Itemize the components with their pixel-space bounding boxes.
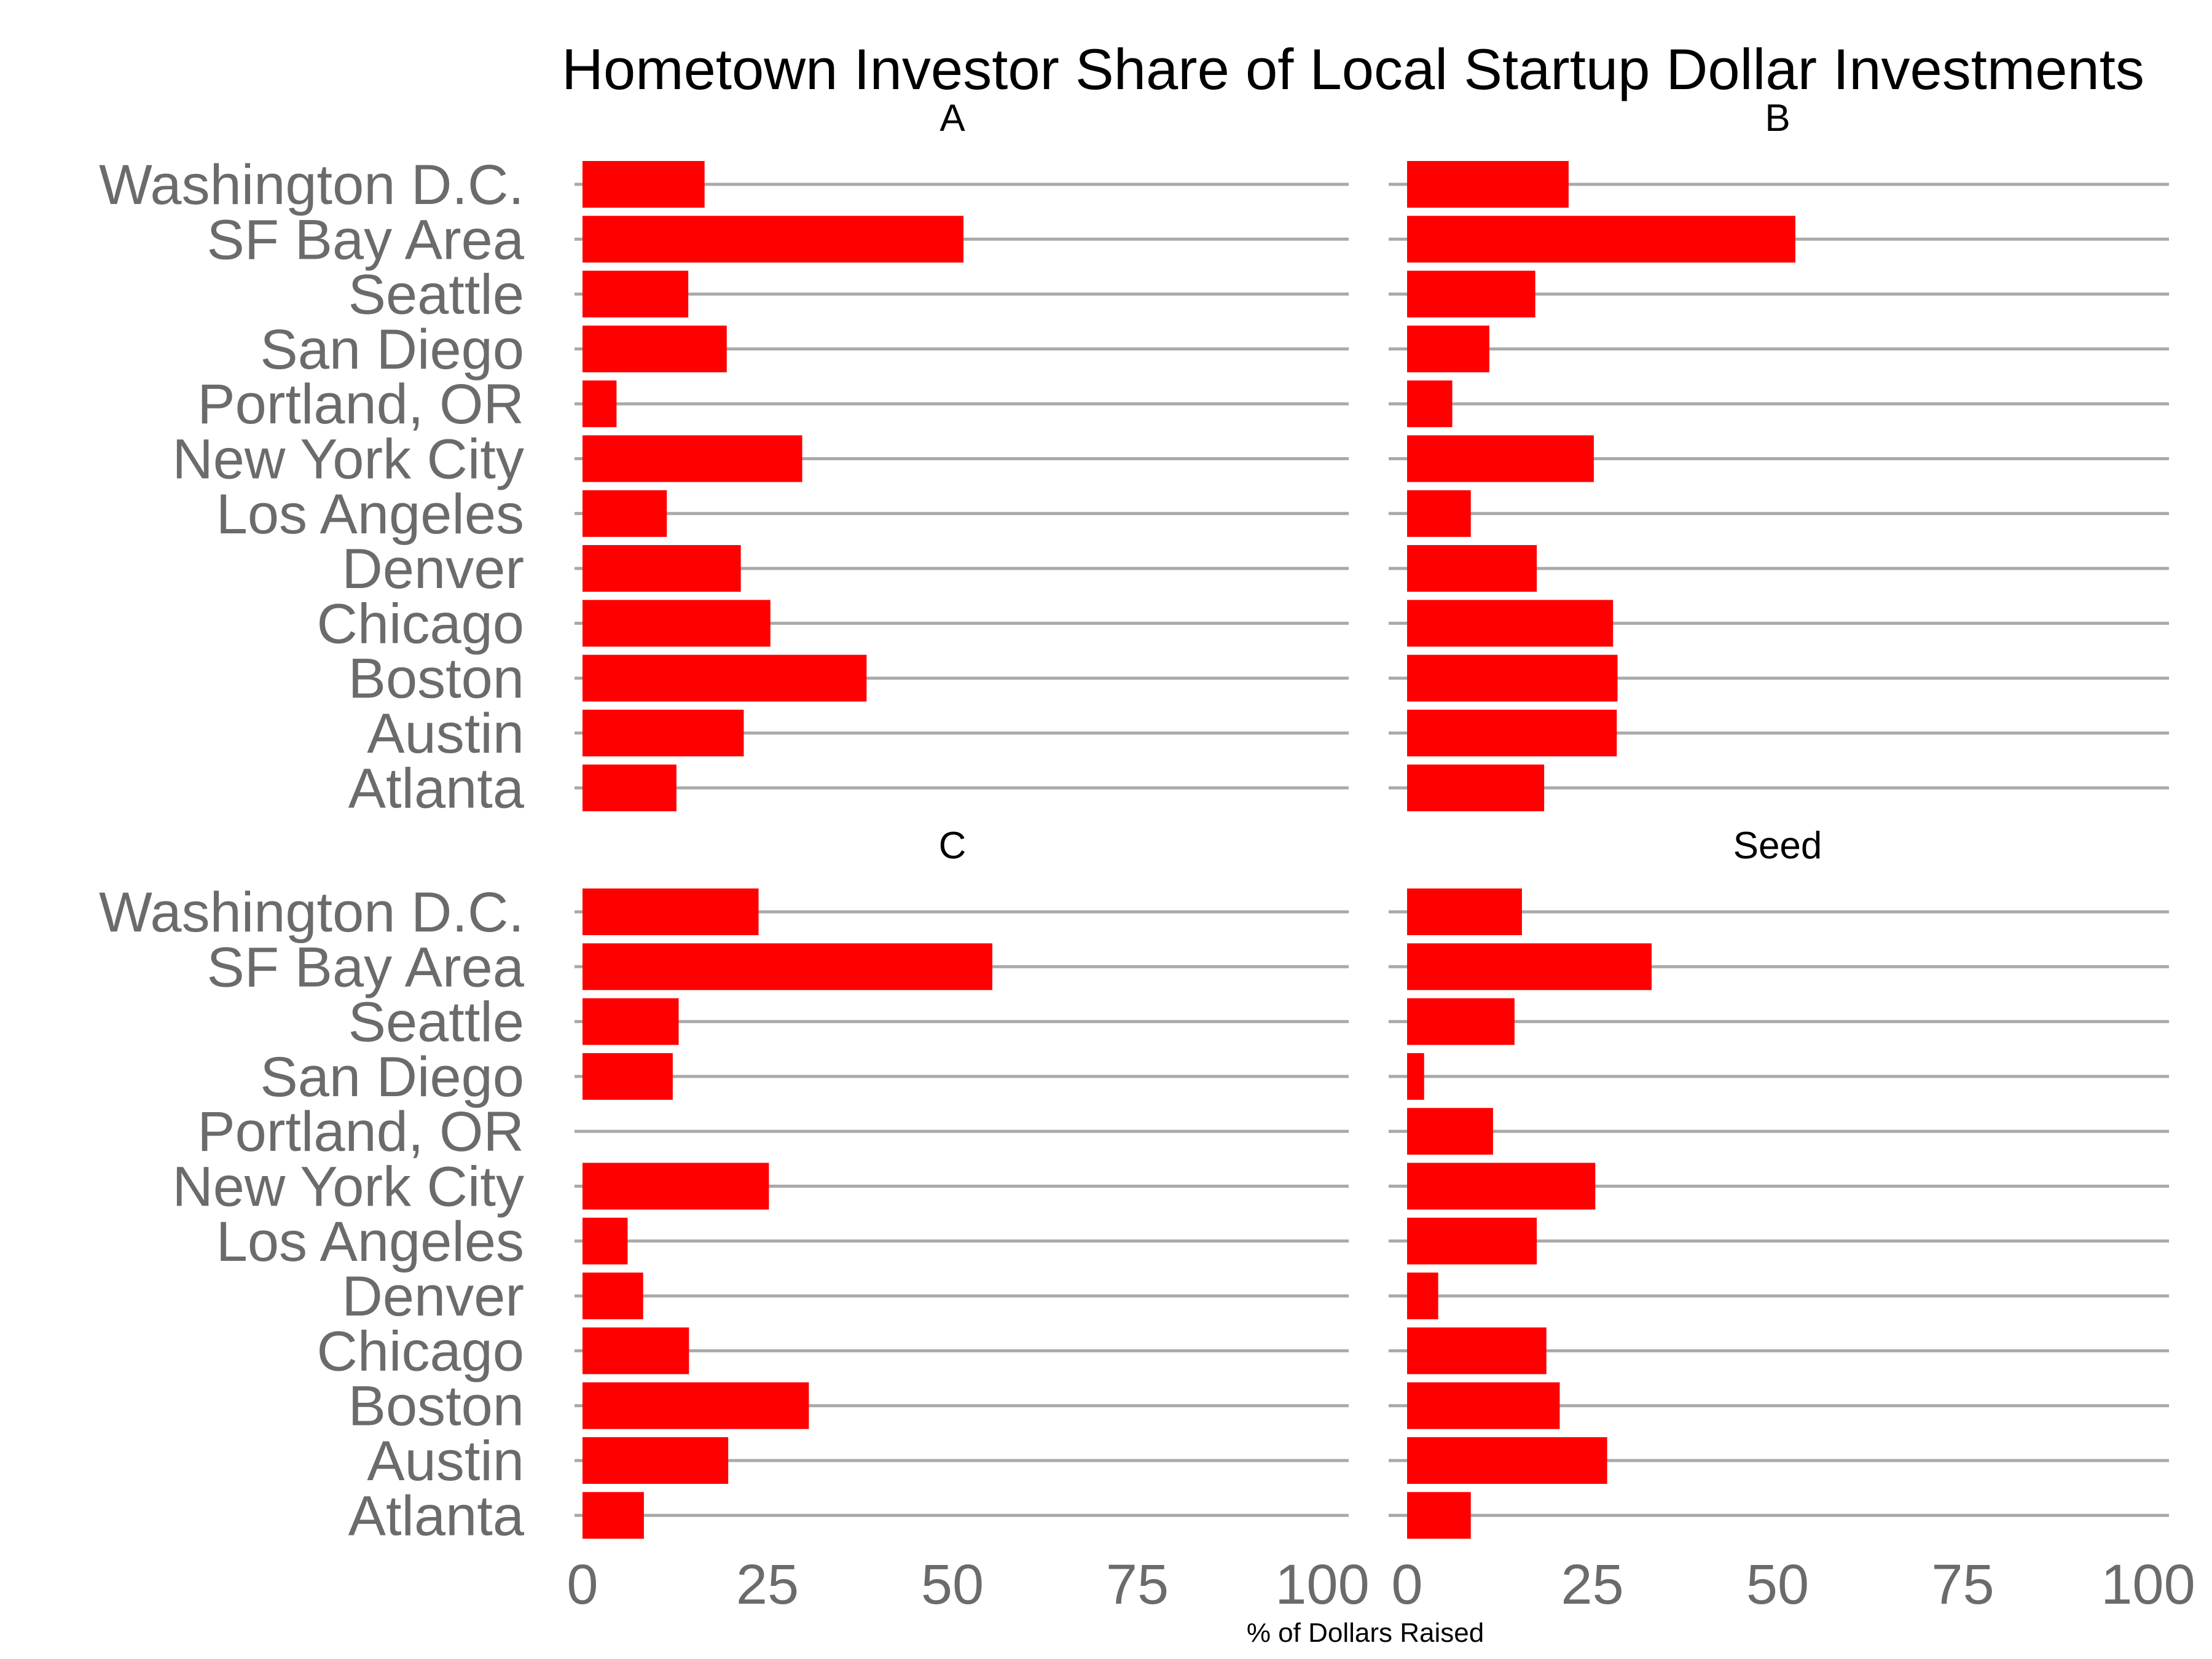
bar-c-new-york-city: [582, 1163, 769, 1210]
y-tick-label-a-denver: Denver: [342, 538, 524, 600]
bar-seed-austin: [1407, 1437, 1607, 1484]
x-tick-label-c-25: 25: [736, 1553, 799, 1616]
x-axis-label: % of Dollars Raised: [1247, 1618, 1484, 1648]
bar-c-washington-d-c: [582, 888, 759, 935]
bar-a-san-diego: [582, 325, 727, 372]
x-tick-label-seed-50: 50: [1746, 1553, 1809, 1616]
y-tick-label-c-new-york-city: New York City: [172, 1156, 524, 1218]
y-tick-label-c-san-diego: San Diego: [260, 1046, 524, 1108]
y-tick-label-c-atlanta: Atlanta: [348, 1484, 525, 1547]
y-tick-label-a-atlanta: Atlanta: [348, 757, 525, 820]
bar-b-washington-d-c: [1407, 161, 1569, 208]
bar-a-washington-d-c: [582, 161, 705, 208]
bar-a-boston: [582, 654, 867, 702]
y-tick-label-c-los-angeles: Los Angeles: [216, 1210, 524, 1273]
bar-c-austin: [582, 1437, 729, 1484]
bar-seed-san-diego: [1407, 1053, 1424, 1100]
bar-b-denver: [1407, 545, 1537, 592]
x-tick-label-c-50: 50: [921, 1553, 984, 1616]
panel-strip-label-seed: Seed: [1733, 825, 1822, 867]
bar-c-los-angeles: [582, 1217, 628, 1265]
bar-seed-sf-bay-area: [1407, 943, 1652, 990]
bar-c-sf-bay-area: [582, 943, 993, 990]
y-tick-label-c-boston: Boston: [348, 1375, 524, 1438]
bar-a-denver: [582, 545, 741, 592]
bar-c-san-diego: [582, 1053, 673, 1100]
bar-seed-chicago: [1407, 1327, 1547, 1375]
bar-b-san-diego: [1407, 325, 1489, 372]
bar-a-atlanta: [582, 764, 677, 812]
y-tick-label-c-denver: Denver: [342, 1265, 524, 1328]
bar-c-chicago: [582, 1327, 689, 1375]
bar-b-atlanta: [1407, 764, 1545, 812]
bar-b-austin: [1407, 710, 1617, 756]
chart-title: Hometown Investor Share of Local Startup…: [562, 37, 2144, 101]
x-tick-label-c-100: 100: [1275, 1553, 1370, 1616]
y-tick-label-a-austin: Austin: [367, 702, 524, 765]
panel-strip-label-c: C: [939, 825, 967, 867]
bar-b-seattle: [1407, 270, 1535, 318]
y-tick-label-a-chicago: Chicago: [316, 592, 524, 655]
bar-seed-seattle: [1407, 998, 1515, 1045]
y-tick-label-a-portland-or: Portland, OR: [197, 373, 524, 436]
y-tick-label-a-washington-d-c: Washington D.C.: [99, 154, 524, 216]
x-tick-label-seed-0: 0: [1391, 1553, 1422, 1616]
panel-strip-label-b: B: [1765, 97, 1790, 139]
bar-seed-portland-or: [1407, 1108, 1493, 1155]
y-tick-label-a-san-diego: San Diego: [260, 318, 524, 381]
bar-b-boston: [1407, 654, 1618, 702]
bar-c-boston: [582, 1382, 809, 1429]
bar-c-denver: [582, 1273, 643, 1320]
bar-a-sf-bay-area: [582, 216, 964, 263]
bar-b-sf-bay-area: [1407, 216, 1795, 263]
x-tick-label-c-75: 75: [1106, 1553, 1169, 1616]
bar-c-atlanta: [582, 1492, 644, 1539]
x-tick-label-c-0: 0: [567, 1553, 598, 1616]
x-tick-label-seed-75: 75: [1931, 1553, 1994, 1616]
y-tick-label-a-sf-bay-area: SF Bay Area: [207, 208, 525, 271]
bar-b-new-york-city: [1407, 435, 1594, 482]
x-tick-label-seed-25: 25: [1561, 1553, 1623, 1616]
x-tick-label-seed-100: 100: [2101, 1553, 2195, 1616]
y-tick-label-c-chicago: Chicago: [316, 1320, 524, 1382]
bar-b-chicago: [1407, 600, 1614, 647]
bar-b-portland-or: [1407, 380, 1453, 428]
bar-seed-los-angeles: [1407, 1217, 1537, 1265]
bar-a-seattle: [582, 270, 689, 318]
bar-seed-new-york-city: [1407, 1163, 1596, 1210]
panel-b: B: [1389, 97, 2169, 812]
y-tick-label-c-washington-d-c: Washington D.C.: [99, 881, 524, 944]
y-tick-label-c-austin: Austin: [367, 1430, 524, 1492]
y-tick-label-a-seattle: Seattle: [348, 264, 524, 326]
y-tick-label-c-portland-or: Portland, OR: [197, 1100, 524, 1163]
bar-a-portland-or: [582, 380, 617, 428]
bar-a-new-york-city: [582, 435, 802, 482]
bar-seed-denver: [1407, 1273, 1438, 1320]
bar-seed-atlanta: [1407, 1492, 1471, 1539]
bar-seed-washington-d-c: [1407, 888, 1522, 935]
bar-c-seattle: [582, 998, 679, 1045]
bar-a-los-angeles: [582, 490, 667, 537]
y-tick-label-c-seattle: Seattle: [348, 991, 524, 1054]
y-tick-label-c-sf-bay-area: SF Bay Area: [207, 936, 525, 998]
panel-seed: Seed 0 25 50 75 100: [1389, 825, 2195, 1616]
y-tick-label-a-los-angeles: Los Angeles: [216, 483, 524, 546]
bar-a-chicago: [582, 600, 771, 647]
bar-b-los-angeles: [1407, 490, 1471, 537]
y-tick-label-a-boston: Boston: [348, 648, 524, 710]
panel-strip-label-a: A: [939, 97, 965, 139]
bar-seed-boston: [1407, 1382, 1560, 1429]
y-tick-label-a-new-york-city: New York City: [172, 428, 524, 491]
bar-a-austin: [582, 710, 744, 756]
